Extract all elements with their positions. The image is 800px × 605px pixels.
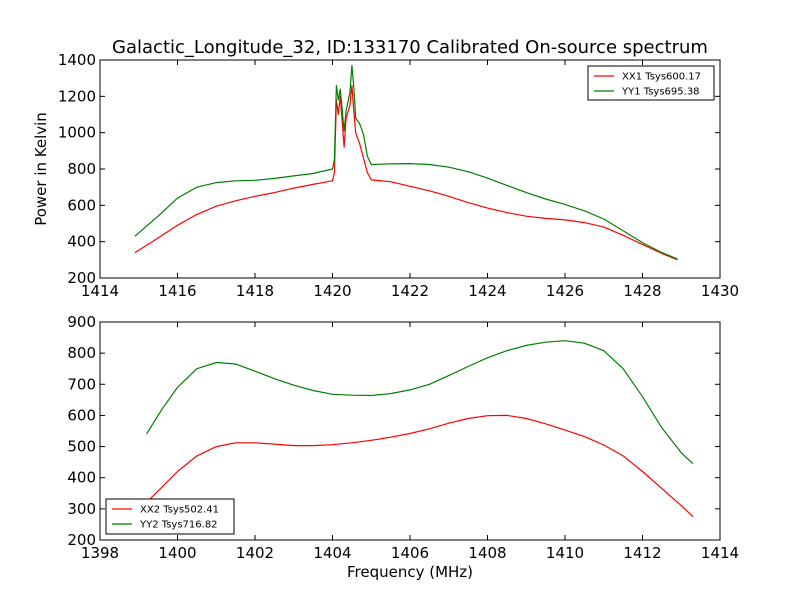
y-tick-label: 1400 bbox=[58, 51, 96, 69]
x-tick-label: 1414 bbox=[81, 282, 119, 300]
legend-label: XX1 Tsys600.17 bbox=[622, 72, 701, 83]
x-tick-label: 1414 bbox=[701, 544, 739, 562]
y-tick-label: 1000 bbox=[58, 124, 96, 142]
x-tick-label: 1402 bbox=[236, 544, 274, 562]
series-line-2-2 bbox=[145, 340, 694, 465]
series-line-2-1 bbox=[146, 414, 694, 518]
x-tick-label: 1418 bbox=[236, 282, 274, 300]
x-tick-label: 1424 bbox=[468, 282, 506, 300]
y-tick-label: 600 bbox=[67, 196, 96, 214]
x-tick-label: 1400 bbox=[158, 544, 196, 562]
legend-box bbox=[587, 65, 715, 101]
x-tick-label: 1408 bbox=[468, 544, 506, 562]
x-tick-label: 1398 bbox=[81, 544, 119, 562]
bottom-plot-xx2-yy2: 1398 1400 1402 1404 1406 1408 1410 1412 1414 200 3… bbox=[67, 313, 739, 562]
y-tick-label: 200 bbox=[67, 269, 96, 287]
series-line-1-1 bbox=[134, 84, 678, 261]
top-plot-xx1-yy1: 1414 1416 1418 1420 1422 1424 1426 1428 1430 200 4… bbox=[58, 51, 739, 300]
x-tick-label: 1410 bbox=[546, 544, 584, 562]
y-tick-label: 200 bbox=[67, 531, 96, 549]
legend-label: YY2 Tsys716.82 bbox=[139, 520, 218, 531]
y-tick-label: 600 bbox=[67, 406, 96, 424]
y-tick-label: 500 bbox=[67, 438, 96, 456]
x-tick-label: 1422 bbox=[391, 282, 429, 300]
figure-title: Galactic_Longitude_32, ID:133170 Calibra… bbox=[112, 37, 708, 58]
legend-box bbox=[105, 498, 235, 535]
bottom-x-axis-label: Frequency (MHz) bbox=[347, 563, 473, 581]
x-tick-label: 1428 bbox=[623, 282, 661, 300]
y-tick-label: 900 bbox=[67, 313, 96, 331]
x-tick-label: 1404 bbox=[313, 544, 351, 562]
x-tick-label: 1426 bbox=[546, 282, 584, 300]
y-tick-label: 700 bbox=[67, 375, 96, 393]
x-tick-label: 1412 bbox=[623, 544, 661, 562]
y-tick-label: 400 bbox=[67, 469, 96, 487]
y-tick-label: 800 bbox=[67, 160, 96, 178]
x-tick-label: 1420 bbox=[313, 282, 351, 300]
series-line-1-2 bbox=[134, 64, 678, 260]
legend-label: YY1 Tsys695.38 bbox=[621, 87, 700, 98]
x-tick-label: 1416 bbox=[158, 282, 196, 300]
y-tick-label: 800 bbox=[67, 344, 96, 362]
x-tick-label: 1430 bbox=[701, 282, 739, 300]
top-y-axis-label: Power in Kelvin bbox=[32, 112, 50, 226]
y-tick-label: 400 bbox=[67, 233, 96, 251]
y-tick-label: 1200 bbox=[58, 87, 96, 105]
y-tick-label: 300 bbox=[67, 500, 96, 518]
legend-label: XX2 Tsys502.41 bbox=[140, 505, 219, 516]
x-tick-label: 1406 bbox=[391, 544, 429, 562]
